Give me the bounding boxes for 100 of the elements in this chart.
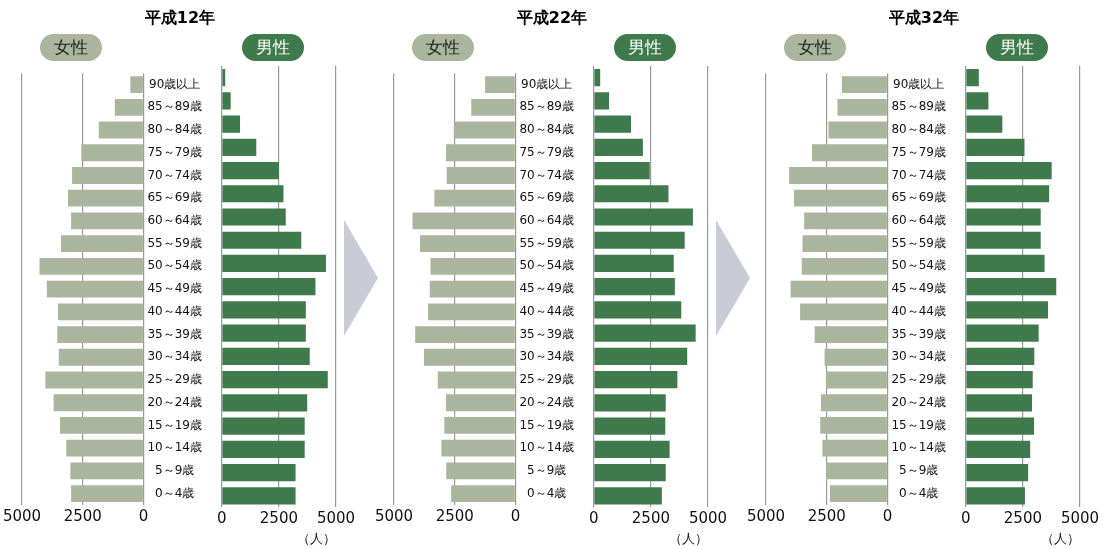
- bar: [415, 326, 515, 343]
- y-tick-label: 40～44歳: [519, 303, 574, 318]
- bar: [966, 394, 1033, 412]
- y-tick-label: 25～29歳: [519, 372, 574, 387]
- x-tick-label: 0: [961, 509, 971, 528]
- y-tick-label: 60～64歳: [519, 213, 574, 228]
- y-tick-label: 30～34歳: [519, 349, 574, 364]
- bar: [594, 278, 675, 296]
- y-tick-label: 70～74歳: [891, 167, 946, 182]
- y-tick-label: 45～49歳: [147, 281, 202, 296]
- y-tick-label: 50～54歳: [147, 258, 202, 273]
- y-tick-label: 90歳以上: [893, 76, 945, 91]
- bar: [451, 485, 515, 503]
- bar: [222, 254, 326, 273]
- bar: [594, 161, 650, 180]
- bar: [434, 189, 515, 207]
- x-tick-label: 0: [217, 509, 227, 528]
- y-tick-label: 50～54歳: [891, 258, 946, 273]
- y-tick-label: 10～14歳: [891, 440, 946, 455]
- bar: [71, 212, 143, 230]
- bar: [222, 440, 305, 458]
- y-tick-label: 40～44歳: [891, 303, 946, 318]
- x-tick-label: 2500: [63, 506, 102, 525]
- y-tick-label: 15～19歳: [891, 417, 946, 432]
- x-tick-label: 2500: [435, 506, 474, 525]
- bar: [826, 462, 887, 480]
- bar: [802, 235, 887, 253]
- y-tick-label: 20～24歳: [147, 394, 202, 409]
- bar: [594, 254, 674, 273]
- bar: [966, 487, 1025, 505]
- x-tick-label: 2500: [807, 506, 846, 525]
- y-tick-label: 10～14歳: [519, 440, 574, 455]
- bar: [594, 417, 666, 435]
- y-tick-label: 35～39歳: [147, 326, 202, 341]
- bar: [800, 303, 887, 321]
- y-tick-label: 50～54歳: [519, 258, 574, 273]
- y-tick-label: 60～64歳: [147, 213, 202, 228]
- bar: [222, 69, 226, 87]
- series-label: 男性: [614, 34, 676, 61]
- bar: [222, 417, 305, 435]
- bar: [594, 440, 670, 458]
- bar: [966, 161, 1052, 180]
- bar: [794, 189, 887, 207]
- bar: [814, 326, 887, 343]
- bar: [966, 417, 1035, 435]
- y-tick-label: 35～39歳: [519, 326, 574, 341]
- y-tick-label: 65～69歳: [891, 190, 946, 205]
- bar: [594, 208, 693, 226]
- y-tick-label: 75～79歳: [519, 144, 574, 159]
- y-tick-label: 15～19歳: [147, 417, 202, 432]
- bar: [222, 208, 286, 226]
- y-tick-label: 20～24歳: [891, 394, 946, 409]
- bar: [70, 462, 143, 480]
- x-tick-label: 0: [589, 509, 599, 528]
- y-tick-label: 0～4歳: [527, 485, 567, 500]
- y-tick-label: 70～74歳: [147, 167, 202, 182]
- bar: [39, 257, 143, 275]
- bar: [966, 208, 1041, 226]
- bar: [966, 278, 1057, 296]
- y-tick-label: 25～29歳: [891, 372, 946, 387]
- bar: [66, 439, 143, 457]
- bar: [966, 185, 1050, 203]
- bar: [594, 231, 685, 249]
- bar: [72, 167, 143, 184]
- bar: [58, 348, 143, 366]
- bar: [594, 463, 666, 482]
- bar: [594, 371, 678, 389]
- bar: [594, 92, 610, 110]
- x-tick-label: 2500: [1003, 509, 1042, 528]
- bar: [67, 189, 143, 207]
- bar: [222, 463, 296, 482]
- y-tick-label: 65～69歳: [147, 190, 202, 205]
- y-tick-label: 0～4歳: [899, 485, 939, 500]
- y-tick-label: 65～69歳: [519, 190, 574, 205]
- y-tick-label: 80～84歳: [147, 122, 202, 137]
- y-tick-label: 85～89歳: [519, 99, 574, 114]
- bar: [485, 76, 515, 93]
- y-tick-label: 30～34歳: [891, 349, 946, 364]
- y-tick-label: 0～4歳: [155, 485, 195, 500]
- bar: [222, 115, 241, 133]
- x-tick-label: 5000: [688, 509, 728, 528]
- y-tick-label: 55～59歳: [147, 235, 202, 250]
- y-tick-label: 75～79歳: [891, 144, 946, 159]
- bar: [828, 121, 887, 139]
- y-tick-label: 30～34歳: [147, 349, 202, 364]
- bar: [428, 303, 515, 321]
- bar: [444, 417, 515, 434]
- y-tick-label: 85～89歳: [147, 99, 202, 114]
- bar: [222, 347, 310, 365]
- bar: [429, 280, 515, 298]
- x-tick-label: 5000: [746, 506, 786, 525]
- bar: [437, 371, 515, 389]
- bar: [222, 324, 306, 342]
- bar: [222, 301, 306, 319]
- bar: [829, 485, 887, 503]
- bar: [594, 69, 601, 87]
- bar: [966, 92, 989, 110]
- bar: [446, 394, 515, 412]
- bar: [820, 417, 887, 434]
- series-label: 男性: [242, 34, 304, 61]
